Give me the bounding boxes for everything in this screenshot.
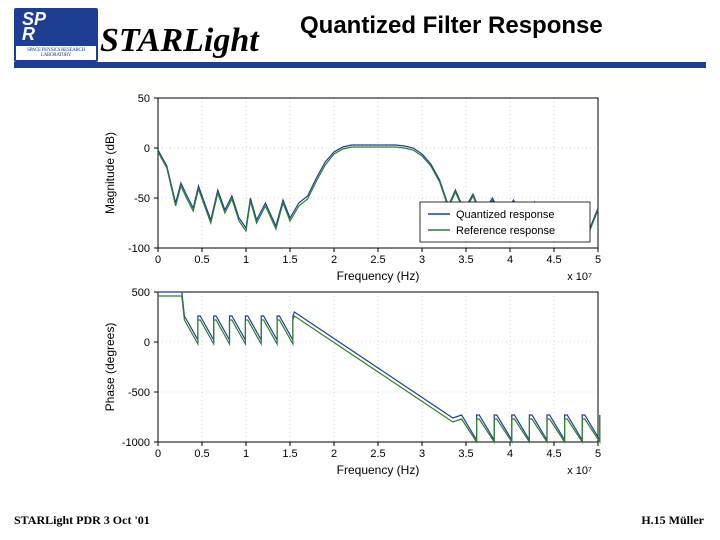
header: SPR SPACE PHYSICS RESEARCH LABORATORY ST… [0, 0, 720, 78]
brand-text: STARLight [100, 22, 259, 60]
svg-text:0: 0 [144, 143, 150, 155]
footer-left: STARLight PDR 3 Oct '01 [14, 513, 150, 528]
svg-text:-500: -500 [128, 387, 150, 399]
svg-text:0.5: 0.5 [194, 448, 209, 460]
page-title: Quantized Filter Response [300, 12, 603, 40]
svg-text:3: 3 [419, 254, 425, 266]
svg-text:5: 5 [595, 448, 601, 460]
svg-text:2: 2 [331, 254, 337, 266]
svg-text:4.5: 4.5 [546, 448, 561, 460]
svg-text:-1000: -1000 [122, 437, 150, 449]
svg-text:3: 3 [419, 448, 425, 460]
svg-text:1.5: 1.5 [282, 254, 297, 266]
svg-text:Reference response: Reference response [456, 225, 555, 237]
svg-text:-100: -100 [128, 243, 150, 255]
svg-text:x 10⁷: x 10⁷ [567, 271, 592, 283]
svg-text:x 10⁷: x 10⁷ [567, 465, 592, 477]
slide: SPR SPACE PHYSICS RESEARCH LABORATORY ST… [0, 0, 720, 540]
svg-text:0: 0 [155, 448, 161, 460]
svg-text:2.5: 2.5 [370, 254, 385, 266]
svg-text:4: 4 [507, 448, 513, 460]
charts-container: 00.511.522.533.544.55-100-50050Frequency… [96, 90, 626, 490]
footer-right: H.15 Müller [641, 513, 704, 528]
logo-stripe: SPACE PHYSICS RESEARCH LABORATORY [16, 46, 96, 60]
svg-text:Quantized response: Quantized response [456, 209, 554, 221]
svg-text:0: 0 [144, 337, 150, 349]
svg-text:5: 5 [595, 254, 601, 266]
svg-text:3.5: 3.5 [458, 254, 473, 266]
svg-text:Magnitude (dB): Magnitude (dB) [103, 132, 117, 214]
header-rule [14, 62, 706, 68]
logo-letters: SPR [22, 12, 46, 42]
svg-text:4.5: 4.5 [546, 254, 561, 266]
sprl-logo: SPR SPACE PHYSICS RESEARCH LABORATORY [14, 8, 98, 62]
svg-text:1: 1 [243, 254, 249, 266]
svg-text:1.5: 1.5 [282, 448, 297, 460]
svg-text:-50: -50 [134, 193, 150, 205]
svg-text:50: 50 [138, 93, 150, 105]
svg-text:4: 4 [507, 254, 513, 266]
svg-text:0: 0 [155, 254, 161, 266]
svg-text:Frequency (Hz): Frequency (Hz) [337, 269, 420, 283]
charts-svg: 00.511.522.533.544.55-100-50050Frequency… [96, 90, 626, 490]
svg-text:2: 2 [331, 448, 337, 460]
svg-text:2.5: 2.5 [370, 448, 385, 460]
svg-text:500: 500 [132, 287, 150, 299]
svg-text:3.5: 3.5 [458, 448, 473, 460]
svg-text:1: 1 [243, 448, 249, 460]
svg-text:Frequency (Hz): Frequency (Hz) [337, 463, 420, 477]
svg-text:0.5: 0.5 [194, 254, 209, 266]
svg-text:Phase (degrees): Phase (degrees) [103, 323, 117, 412]
